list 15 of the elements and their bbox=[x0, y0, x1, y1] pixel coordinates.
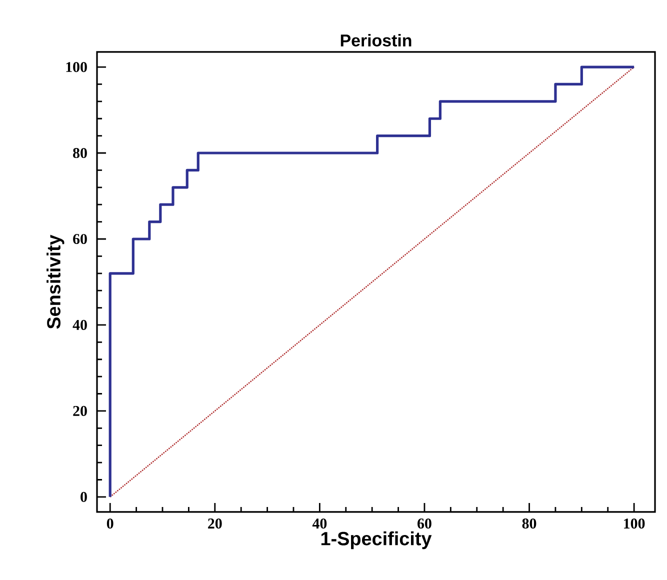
x-tick-label: 60 bbox=[418, 518, 432, 529]
x-tick-label: 20 bbox=[208, 518, 222, 529]
x-tick-label: 0 bbox=[106, 518, 114, 529]
y-tick-label: 0 bbox=[80, 492, 87, 502]
x-tick-label: 40 bbox=[312, 518, 327, 529]
y-tick-label: 20 bbox=[73, 406, 87, 416]
y-tick-label: 60 bbox=[73, 234, 87, 244]
chart-title: Periostin bbox=[340, 34, 412, 46]
x-tick-label: 80 bbox=[522, 518, 536, 529]
y-tick-label: 100 bbox=[66, 62, 87, 72]
y-axis-title: Sensitivity bbox=[46, 234, 64, 329]
y-tick-label: 40 bbox=[72, 320, 87, 330]
y-tick-label: 80 bbox=[73, 148, 87, 158]
x-axis-title: 1-Specificity bbox=[321, 531, 432, 550]
x-tick-label: 100 bbox=[624, 518, 645, 529]
